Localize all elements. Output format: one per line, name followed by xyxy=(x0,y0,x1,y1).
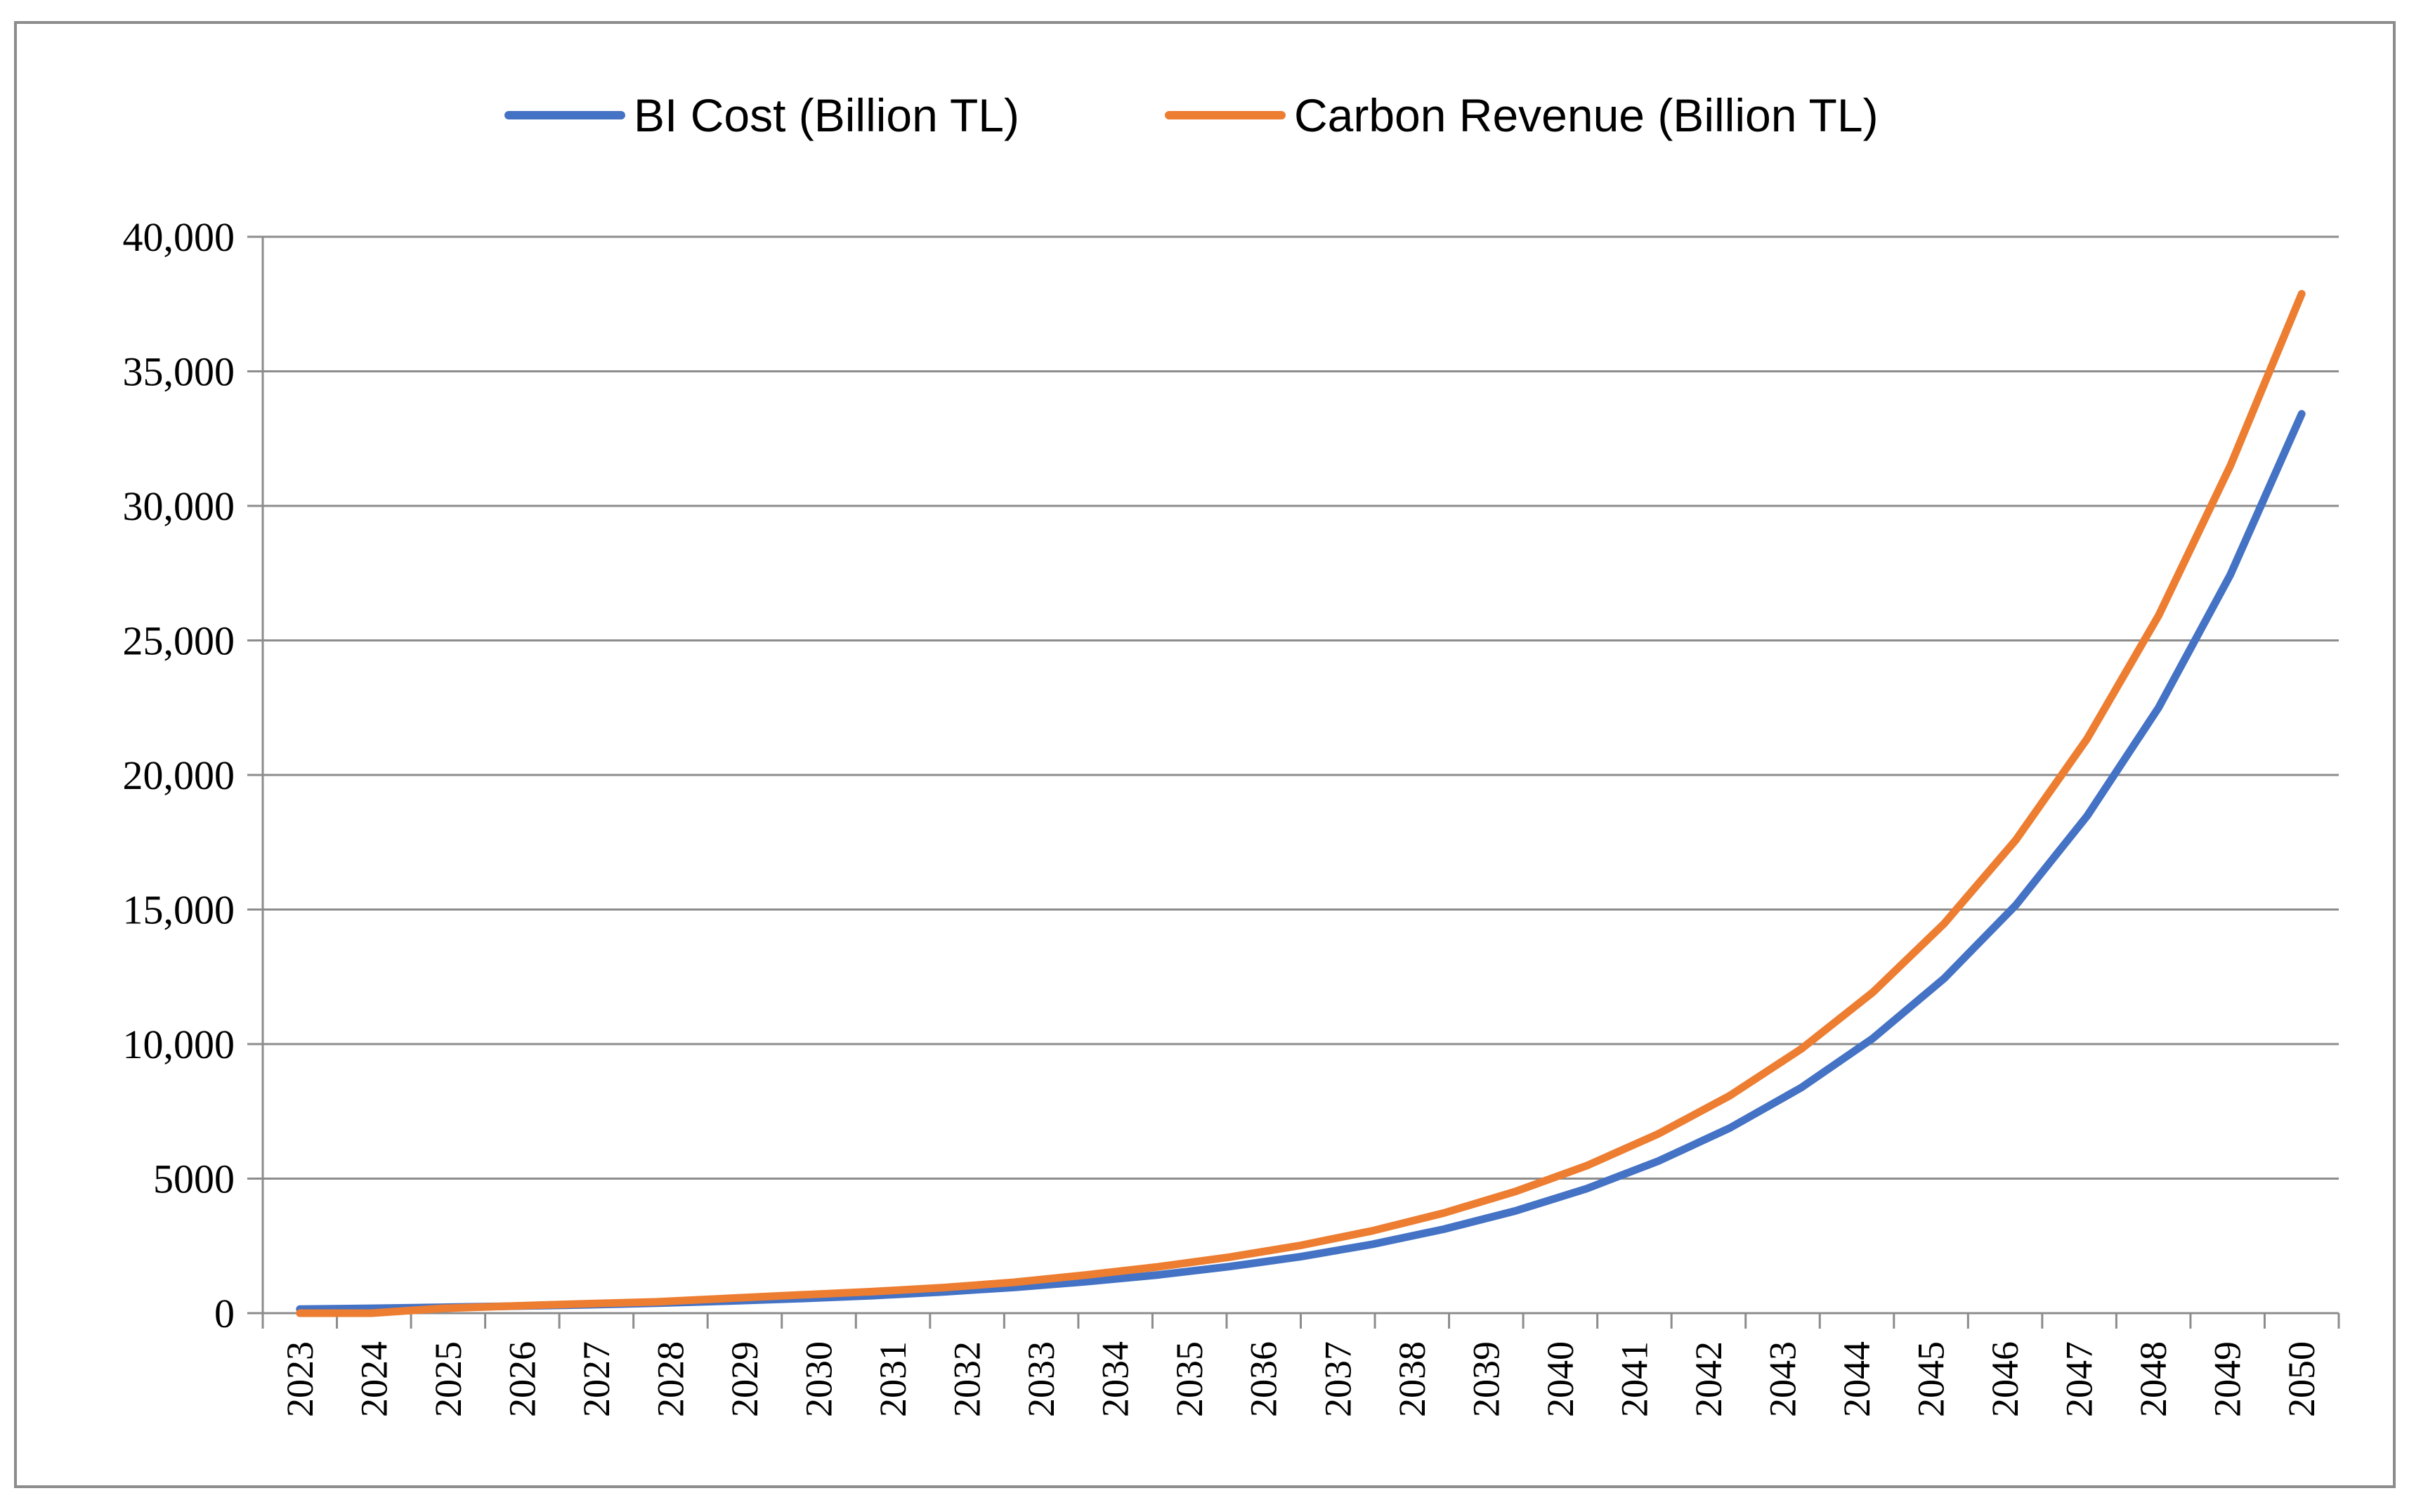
y-tick-label: 10,000 xyxy=(123,1022,235,1067)
y-tick-labels: 0 5000 10,000 15,000 20,000 25,000 30,000 35,00… xyxy=(123,214,235,1336)
x-tick-label: 2042 xyxy=(1688,1341,1730,1417)
x-tick-label: 2037 xyxy=(1317,1341,1359,1417)
series-lines xyxy=(296,289,2306,1317)
gridlines xyxy=(263,235,2339,1180)
x-tick-label: 2041 xyxy=(1613,1341,1655,1417)
y-tick-label: 20,000 xyxy=(123,752,235,798)
y-tick-label: 35,000 xyxy=(123,349,235,395)
x-tick-label: 2044 xyxy=(1836,1341,1878,1417)
line-chart: 0 5000 10,000 15,000 20,000 25,000 30,000 35,00… xyxy=(123,89,2340,1417)
x-tick-label: 2036 xyxy=(1243,1341,1285,1417)
chart-frame: 0 5000 10,000 15,000 20,000 25,000 30,000 35,00… xyxy=(14,21,2396,1488)
y-tick-label: 25,000 xyxy=(123,618,235,664)
x-tick-label: 2034 xyxy=(1095,1341,1137,1417)
x-tick-label: 2027 xyxy=(575,1341,618,1417)
x-tick-label: 2046 xyxy=(1984,1341,2026,1417)
x-tick-label: 2029 xyxy=(724,1341,766,1417)
y-tick-label: 5000 xyxy=(153,1156,235,1202)
axes xyxy=(247,235,2340,1329)
x-tick-label: 2038 xyxy=(1391,1341,1433,1417)
x-tick-label: 2026 xyxy=(501,1341,543,1417)
x-tick-label: 2039 xyxy=(1465,1341,1507,1417)
x-tick-labels: 2023 2024 2025 2026 2027 2028 2029 2030 2031 2032… xyxy=(279,1341,2323,1417)
y-tick-label: 30,000 xyxy=(123,483,235,529)
x-tick-label: 2028 xyxy=(649,1341,691,1417)
legend-label-carbon-revenue: Carbon Revenue (Billion TL) xyxy=(1294,89,1879,141)
x-tick-label: 2031 xyxy=(872,1341,914,1417)
x-tick-label: 2023 xyxy=(279,1341,321,1417)
x-tick-label: 2050 xyxy=(2280,1341,2323,1417)
x-tick-label: 2024 xyxy=(353,1341,395,1417)
x-tick-label: 2030 xyxy=(798,1341,840,1417)
x-tick-label: 2035 xyxy=(1168,1341,1210,1417)
x-tick-label: 2045 xyxy=(1910,1341,1952,1417)
x-tick-label: 2025 xyxy=(427,1341,469,1417)
y-tick-label: 0 xyxy=(214,1291,235,1336)
x-tick-label: 2043 xyxy=(1761,1341,1803,1417)
x-tick-label: 2040 xyxy=(1539,1341,1581,1417)
series-line-carbon-revenue xyxy=(296,289,2306,1317)
x-tick-label: 2032 xyxy=(946,1341,988,1417)
y-tick-label: 15,000 xyxy=(123,887,235,933)
x-tick-label: 2033 xyxy=(1020,1341,1062,1417)
y-tick-label: 40,000 xyxy=(123,214,235,260)
legend: BI Cost (Billion TL) Carbon Revenue (Bil… xyxy=(504,89,1879,141)
x-tick-label: 2049 xyxy=(2207,1341,2249,1417)
x-tick-label: 2048 xyxy=(2132,1341,2174,1417)
x-tick-label: 2047 xyxy=(2058,1341,2101,1417)
legend-label-bi-cost: BI Cost (Billion TL) xyxy=(634,89,1019,141)
